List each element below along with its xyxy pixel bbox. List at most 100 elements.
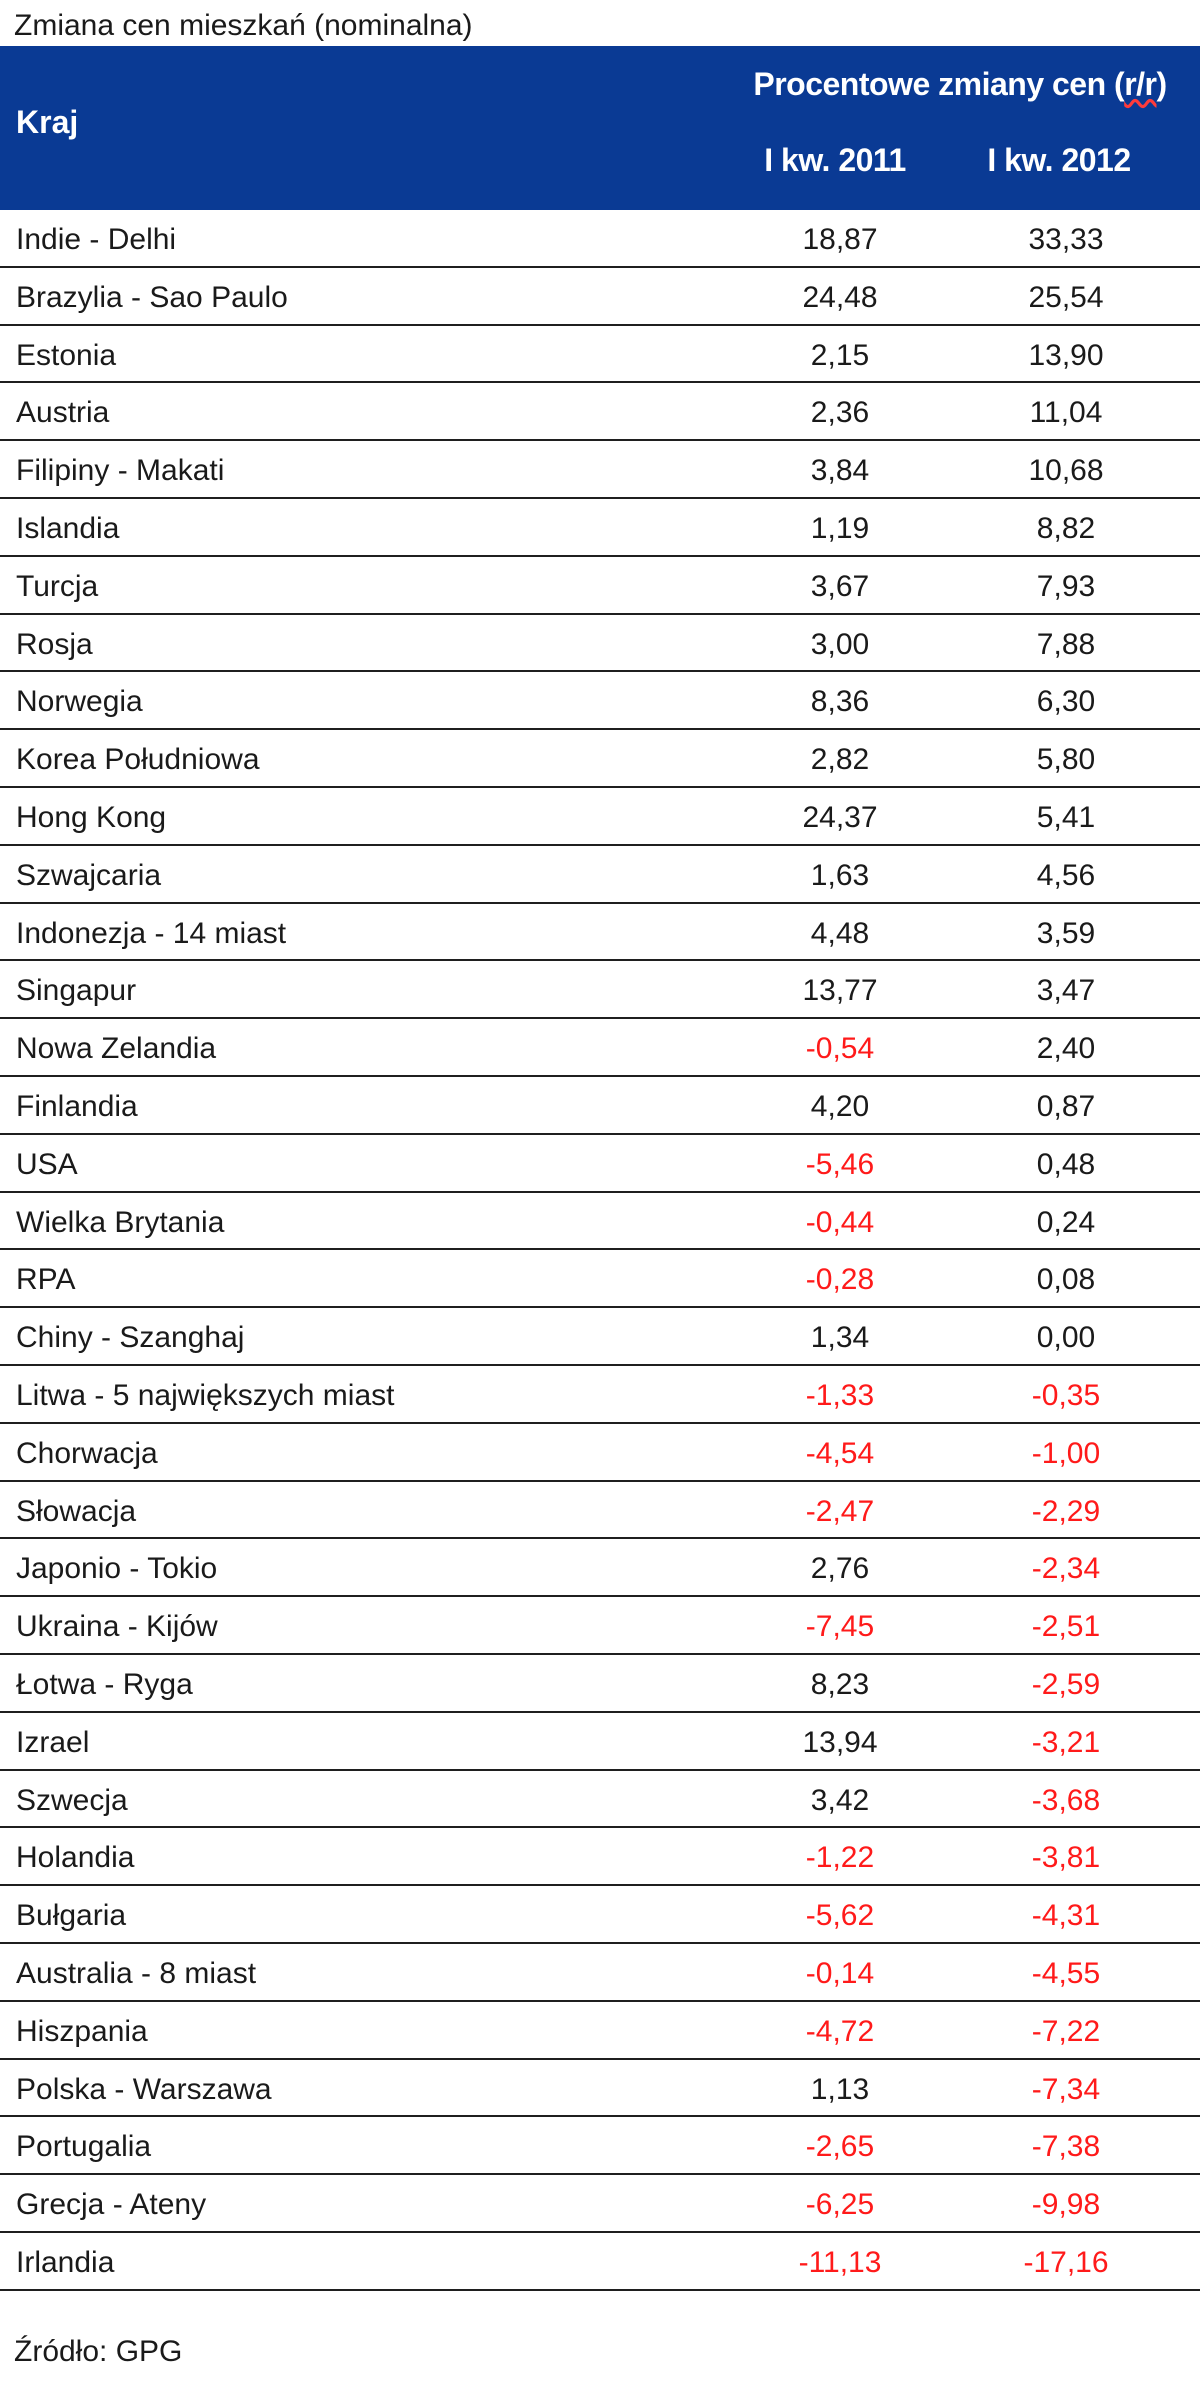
header-group-rr: r/r <box>1124 66 1157 102</box>
table-row: Rosja 3,00 7,88 <box>0 615 1200 673</box>
cell-country: Irlandia <box>16 2245 115 2279</box>
cell-q1-2012: 7,88 <box>1036 627 1096 661</box>
table-row: Korea Południowa 2,82 5,80 <box>0 730 1200 788</box>
cell-q1-2011: -5,62 <box>805 1899 875 1933</box>
cell-q1-2011: 2,36 <box>810 396 870 430</box>
cell-country: Estonia <box>16 338 117 372</box>
cell-q1-2011: 3,42 <box>810 1783 870 1817</box>
cell-country: Nowa Zelandia <box>16 1032 217 1066</box>
table-row: Indie - Delhi 18,87 33,33 <box>0 210 1200 268</box>
table-row: Izrael 13,94 -3,21 <box>0 1713 1200 1771</box>
cell-country: Hiszpania <box>16 2014 148 2048</box>
source-note: Źródło: GPG <box>14 2335 183 2368</box>
table-row: Singapur 13,77 3,47 <box>0 961 1200 1020</box>
table-row: Australia - 8 miast -0,14 -4,55 <box>0 1944 1200 2002</box>
cell-q1-2011: 13,94 <box>802 1725 878 1759</box>
cell-q1-2012: 2,40 <box>1036 1032 1096 1066</box>
cell-country: Indonezja - 14 miast <box>16 916 287 950</box>
table-row: Japonio - Tokio 2,76 -2,34 <box>0 1539 1200 1598</box>
cell-country: Rosja <box>16 627 93 661</box>
cell-country: Hong Kong <box>16 800 167 834</box>
table-row: Chiny - Szanghaj 1,34 0,00 <box>0 1308 1200 1366</box>
table-row: Chorwacja -4,54 -1,00 <box>0 1424 1200 1482</box>
cell-q1-2011: 18,87 <box>802 223 878 256</box>
cell-q1-2012: -7,34 <box>1031 2072 1101 2106</box>
cell-q1-2011: -2,47 <box>805 1494 875 1528</box>
cell-q1-2011: 24,37 <box>802 800 878 834</box>
cell-q1-2012: -0,35 <box>1031 1378 1101 1412</box>
cell-q1-2012: -3,81 <box>1031 1841 1101 1875</box>
cell-q1-2012: -2,29 <box>1031 1494 1101 1528</box>
cell-q1-2011: 2,76 <box>810 1552 870 1586</box>
cell-q1-2012: 0,08 <box>1036 1263 1096 1297</box>
cell-q1-2012: 4,56 <box>1036 858 1096 892</box>
table-row: Łotwa - Ryga 8,23 -2,59 <box>0 1655 1200 1713</box>
cell-q1-2012: 3,47 <box>1036 974 1096 1008</box>
cell-country: RPA <box>16 1263 76 1297</box>
cell-q1-2012: -2,59 <box>1031 1667 1101 1701</box>
cell-q1-2012: -3,21 <box>1031 1725 1101 1759</box>
cell-q1-2012: 0,24 <box>1036 1205 1096 1239</box>
table-row: Szwajcaria 1,63 4,56 <box>0 846 1200 904</box>
table-row: Finlandia 4,20 0,87 <box>0 1077 1200 1135</box>
table-body: Indie - Delhi 18,87 33,33 Brazylia - Sao Pa… <box>0 210 1200 2291</box>
cell-country: Holandia <box>16 1841 135 1875</box>
table-row: RPA -0,28 0,08 <box>0 1250 1200 1309</box>
cell-q1-2012: 25,54 <box>1028 280 1104 314</box>
cell-q1-2011: 13,77 <box>802 974 878 1008</box>
cell-q1-2011: 4,48 <box>810 916 870 950</box>
table-row: Indonezja - 14 miast 4,48 3,59 <box>0 904 1200 962</box>
cell-country: Bułgaria <box>16 1899 127 1933</box>
cell-q1-2012: 13,90 <box>1028 338 1104 372</box>
cell-q1-2011: -0,54 <box>805 1032 875 1066</box>
cell-q1-2012: 11,04 <box>1029 396 1103 430</box>
cell-country: Turcja <box>16 569 99 603</box>
cell-q1-2011: 2,15 <box>810 338 870 372</box>
cell-q1-2011: 8,36 <box>810 685 870 719</box>
cell-country: Wielka Brytania <box>16 1205 225 1239</box>
header-col-2012: I kw. 2012 <box>987 142 1131 178</box>
cell-q1-2012: -1,00 <box>1031 1436 1101 1470</box>
cell-q1-2012: -17,16 <box>1023 2245 1109 2279</box>
cell-q1-2012: 0,87 <box>1036 1089 1096 1123</box>
table-row: USA -5,46 0,48 <box>0 1135 1200 1193</box>
cell-country: USA <box>16 1147 78 1181</box>
cell-country: Japonio - Tokio <box>16 1552 218 1586</box>
cell-q1-2011: -4,72 <box>805 2014 875 2048</box>
cell-country: Polska - Warszawa <box>16 2072 272 2106</box>
cell-country: Słowacja <box>16 1494 137 1528</box>
cell-country: Szwecja <box>16 1783 128 1817</box>
table-row: Grecja - Ateny -6,25 -9,98 <box>0 2175 1200 2233</box>
cell-country: Litwa - 5 największych miast <box>16 1378 395 1412</box>
header-country: Kraj <box>16 104 79 140</box>
cell-q1-2012: -3,68 <box>1031 1783 1101 1817</box>
cell-q1-2011: -7,45 <box>805 1610 875 1644</box>
cell-q1-2012: 0,00 <box>1036 1321 1096 1355</box>
cell-q1-2011: 1,19 <box>810 511 870 545</box>
table-row: Litwa - 5 największych miast -1,33 -0,35 <box>0 1366 1200 1424</box>
cell-q1-2012: -9,98 <box>1031 2188 1101 2222</box>
table-row: Słowacja -2,47 -2,29 <box>0 1482 1200 1540</box>
table-row: Brazylia - Sao Paulo 24,48 25,54 <box>0 268 1200 326</box>
table-row: Bułgaria -5,62 -4,31 <box>0 1886 1200 1944</box>
cell-country: Singapur <box>16 974 137 1008</box>
cell-q1-2011: -4,54 <box>805 1436 875 1470</box>
cell-country: Austria <box>16 396 110 430</box>
cell-country: Korea Południowa <box>16 743 260 777</box>
table-row: Norwegia 8,36 6,30 <box>0 672 1200 731</box>
cell-q1-2012: -7,22 <box>1031 2014 1101 2048</box>
cell-country: Finlandia <box>16 1089 138 1123</box>
table-row: Filipiny - Makati 3,84 10,68 <box>0 441 1200 499</box>
cell-q1-2012: -7,38 <box>1031 2130 1101 2164</box>
cell-country: Chiny - Szanghaj <box>16 1321 245 1355</box>
cell-q1-2011: 3,84 <box>810 454 870 488</box>
cell-q1-2011: 1,63 <box>810 858 870 892</box>
cell-q1-2011: -2,65 <box>805 2130 875 2164</box>
table-row: Nowa Zelandia -0,54 2,40 <box>0 1019 1200 1077</box>
header-col-2011: I kw. 2011 <box>764 142 906 178</box>
table-row: Polska - Warszawa 1,13 -7,34 <box>0 2060 1200 2118</box>
cell-q1-2011: -0,14 <box>805 1956 875 1990</box>
table-row: Irlandia -11,13 -17,16 <box>0 2233 1200 2291</box>
cell-q1-2012: 0,48 <box>1036 1147 1096 1181</box>
cell-q1-2011: 4,20 <box>810 1089 870 1123</box>
